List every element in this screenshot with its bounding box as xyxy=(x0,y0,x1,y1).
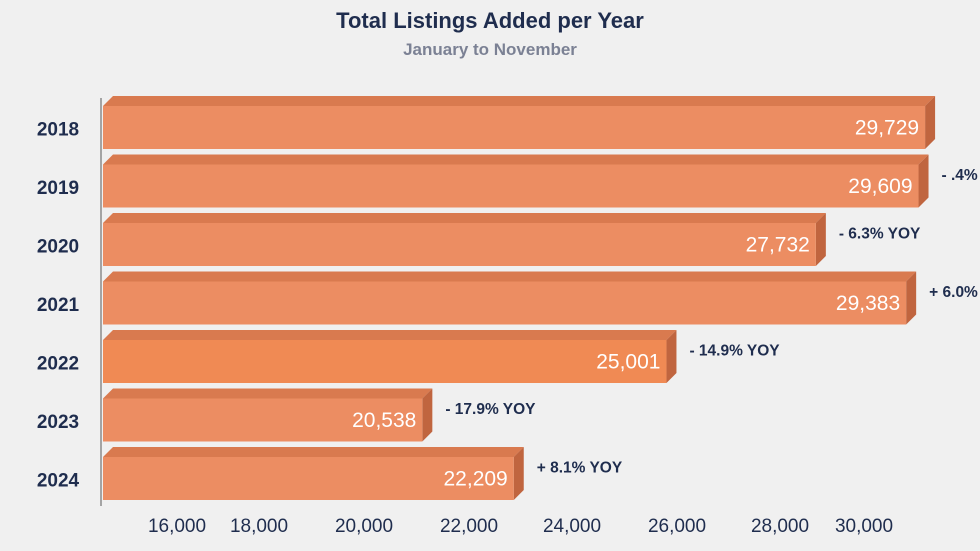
bar-side-face xyxy=(815,213,826,266)
bar-2024: 22,209 + 8.1% YOY xyxy=(103,447,623,500)
bar-2021: 29,383 + 6.0% YOY xyxy=(103,271,980,325)
yoy-annotation-2022: - 14.9% YOY xyxy=(689,343,780,360)
x-tick-label: 18,000 xyxy=(230,516,288,537)
chart-title: Total Listings Added per Year xyxy=(336,8,644,33)
bar-front-face xyxy=(103,281,907,325)
bar-side-face xyxy=(666,330,677,383)
yoy-annotation-2019: - .4% YOY xyxy=(942,167,980,184)
yoy-annotation-2021: + 6.0% YOY xyxy=(929,284,980,301)
value-label-2023: 20,538 xyxy=(352,409,416,432)
bar-2019: 29,609 - .4% YOY xyxy=(103,154,980,208)
bar-top-face xyxy=(103,154,929,165)
bar-2018: 29,729 xyxy=(103,96,936,149)
bar-side-face xyxy=(513,447,524,500)
yoy-annotation-2023: - 17.9% YOY xyxy=(445,401,536,418)
bar-side-face xyxy=(906,271,917,325)
bar-front-face xyxy=(103,398,423,442)
value-label-2018: 29,729 xyxy=(855,117,919,140)
yoy-annotation-2024: + 8.1% YOY xyxy=(537,460,623,477)
bars-group: 29,729 29,609 - .4% YOY 27,732 - 6.3% YOY 29,… xyxy=(103,96,980,500)
bar-front-face xyxy=(103,340,667,383)
bar-2022: 25,001 - 14.9% YOY xyxy=(103,330,780,383)
bar-2023: 20,538 - 17.9% YOY xyxy=(103,388,536,442)
y-label-2022: 2022 xyxy=(37,354,79,375)
y-label-2021: 2021 xyxy=(37,295,80,316)
value-label-2024: 22,209 xyxy=(444,468,508,491)
bar-top-face xyxy=(103,213,826,223)
bar-top-face xyxy=(103,96,936,106)
yoy-annotation-2020: - 6.3% YOY xyxy=(839,226,921,243)
bar-top-face xyxy=(103,271,917,282)
x-tick-label: 20,000 xyxy=(335,516,393,537)
x-tick-label: 30,000 xyxy=(835,516,893,537)
value-label-2022: 25,001 xyxy=(596,351,660,374)
chart-subtitle: January to November xyxy=(403,40,577,59)
x-tick-label: 22,000 xyxy=(440,516,498,537)
bar-2020: 27,732 - 6.3% YOY xyxy=(103,213,921,266)
y-label-2018: 2018 xyxy=(37,120,79,141)
x-tick-label: 24,000 xyxy=(543,516,601,537)
x-tick-label: 26,000 xyxy=(648,516,706,537)
bar-front-face xyxy=(103,457,514,500)
x-tick-label: 16,000 xyxy=(148,516,206,537)
x-tick-label: 28,000 xyxy=(751,516,809,537)
value-label-2019: 29,609 xyxy=(848,175,912,198)
bar-top-face xyxy=(103,447,524,457)
value-label-2020: 27,732 xyxy=(746,234,810,257)
bar-side-face xyxy=(918,154,929,208)
y-label-2019: 2019 xyxy=(37,178,79,199)
bar-side-face xyxy=(925,96,936,149)
x-axis-ticks: 16,000 18,000 20,000 22,000 24,000 26,000 28,0… xyxy=(148,516,893,537)
bar-front-face xyxy=(103,106,926,149)
bar-front-face xyxy=(103,223,816,266)
bar-side-face xyxy=(422,388,433,442)
y-label-2024: 2024 xyxy=(37,471,80,492)
bar-top-face xyxy=(103,330,677,340)
y-axis-labels: 2018 2019 2020 2021 2022 2023 2024 xyxy=(37,120,80,492)
bar-front-face xyxy=(103,164,919,208)
bar-top-face xyxy=(103,388,433,399)
y-label-2023: 2023 xyxy=(37,412,79,433)
y-label-2020: 2020 xyxy=(37,237,79,258)
value-label-2021: 29,383 xyxy=(836,292,900,315)
